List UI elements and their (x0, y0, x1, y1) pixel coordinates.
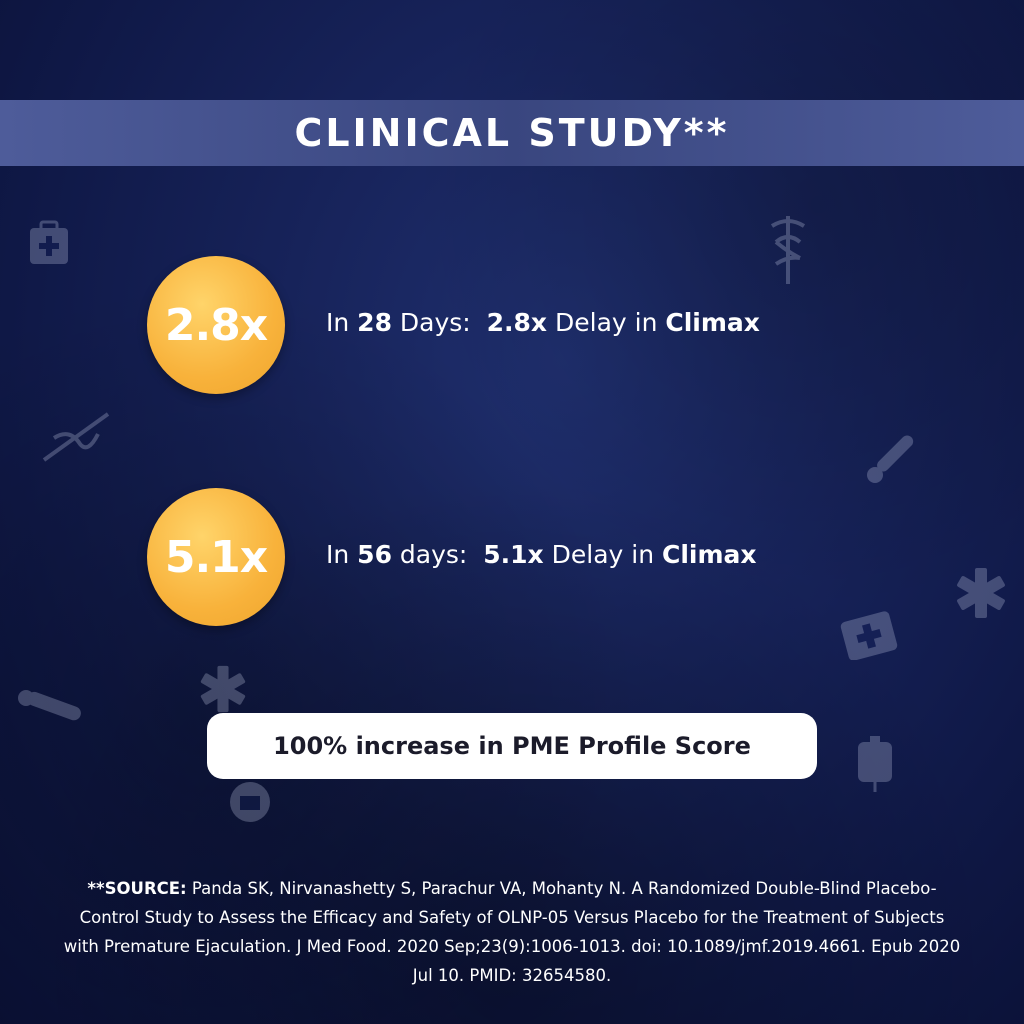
title-banner: CLINICAL STUDY** (0, 100, 1024, 166)
asterisk-icon (200, 665, 246, 713)
medical-kit-icon (230, 782, 270, 822)
source-citation: **SOURCE: Panda SK, Nirvanashetty S, Par… (60, 874, 964, 990)
source-text: Panda SK, Nirvanashetty S, Parachur VA, … (63, 879, 961, 985)
badge-value: 2.8x (164, 299, 268, 351)
caduceus-icon (42, 412, 110, 462)
source-label: **SOURCE: (87, 879, 187, 898)
badge-value: 5.1x (164, 531, 268, 583)
thermometer-icon (867, 435, 914, 483)
page-title: CLINICAL STUDY** (294, 111, 730, 155)
thermometer-icon (18, 690, 81, 721)
caduceus-icon (770, 216, 806, 284)
asterisk-icon (957, 568, 1005, 618)
stat-badge-28-days: 2.8x (147, 256, 285, 394)
stat-multiplier: 5.1x (483, 540, 544, 569)
stat-days: 28 (357, 308, 392, 337)
stat-result: Climax (662, 540, 757, 569)
medical-kit-icon (840, 611, 898, 660)
stat-multiplier: 2.8x (486, 308, 548, 337)
stat-result: Climax (665, 308, 760, 337)
stat-days: 56 (357, 540, 392, 569)
iv-bag-icon (858, 736, 892, 792)
stat-description-56-days: In 56 days: 5.1x Delay in Climax (326, 540, 757, 569)
medical-kit-icon (30, 220, 68, 264)
highlight-pill: 100% increase in PME Profile Score (207, 713, 817, 779)
stat-badge-56-days: 5.1x (147, 488, 285, 626)
stat-description-28-days: In 28 Days: 2.8x Delay in Climax (326, 308, 760, 337)
highlight-text: 100% increase in PME Profile Score (273, 732, 751, 760)
